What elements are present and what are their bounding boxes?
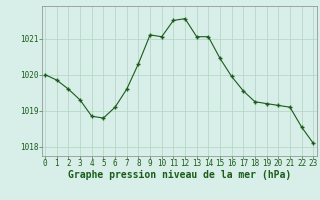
X-axis label: Graphe pression niveau de la mer (hPa): Graphe pression niveau de la mer (hPa) [68, 170, 291, 180]
